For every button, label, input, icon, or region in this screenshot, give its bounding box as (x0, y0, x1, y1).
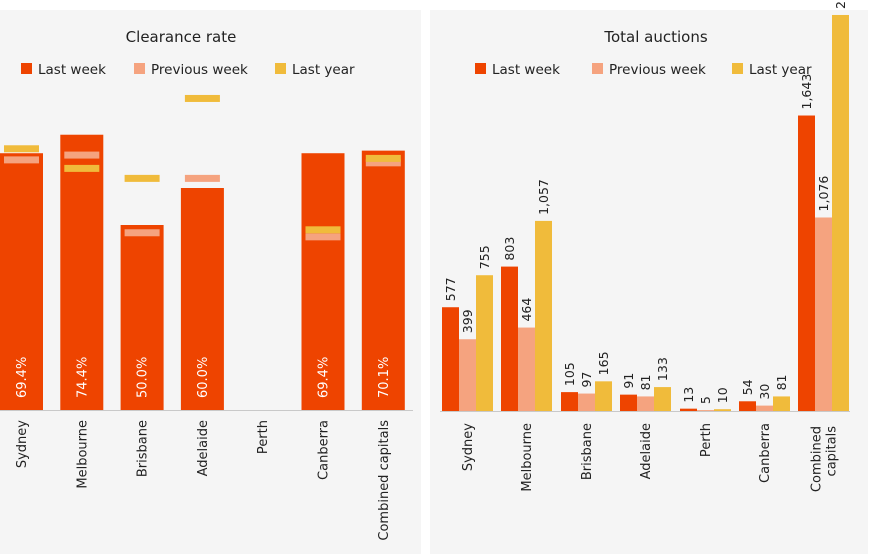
bar-last-week-canberra[interactable] (301, 153, 345, 410)
bar-last-week-sydney[interactable] (0, 153, 43, 410)
legend-swatch-previous_week (592, 63, 603, 74)
x-tick-label-adelaide: Adelaide (639, 423, 654, 479)
x-tick-label-brisbane: Brisbane (136, 420, 151, 477)
bar-last-year-sydney[interactable] (476, 275, 493, 411)
legend-swatch-last_year (732, 63, 743, 74)
x-tick-label-adelaide: Adelaide (196, 420, 211, 476)
legend-label-previous_week: Previous week (609, 62, 706, 78)
data-label-previous-week-adelaide: 81 (638, 375, 653, 391)
marker-previous-week-adelaide[interactable] (184, 174, 220, 182)
data-label-last-year-brisbane: 165 (596, 351, 611, 375)
marker-previous-week-brisbane[interactable] (124, 229, 160, 237)
data-label-last-year-combined-capitals: 2,202 (833, 0, 848, 9)
data-label-last-week-canberra: 69.4% (317, 357, 332, 398)
bar-last-year-combined-capitals[interactable] (832, 14, 849, 412)
bar-last-week-sydney[interactable] (442, 307, 459, 411)
legend-label-last_year: Last year (292, 62, 355, 78)
bar-previous-week-sydney[interactable] (459, 339, 476, 411)
x-tick-label-capitals: capitals (825, 426, 840, 477)
legend-swatch-last_week (21, 63, 32, 74)
legend-swatch-last_week (475, 63, 486, 74)
data-label-last-week-brisbane: 105 (562, 362, 577, 386)
legend-label-last_week: Last week (38, 62, 106, 78)
bar-last-year-brisbane[interactable] (595, 381, 612, 411)
bar-last-week-melbourne[interactable] (60, 134, 104, 410)
x-tick-label-canberra: Canberra (758, 423, 773, 483)
bar-last-week-canberra[interactable] (739, 401, 756, 411)
marker-last-year-canberra[interactable] (305, 226, 341, 234)
chart-title: Total auctions (603, 28, 707, 46)
data-label-last-week-adelaide: 60.0% (196, 357, 211, 398)
bar-last-week-adelaide[interactable] (180, 188, 224, 410)
data-label-last-year-perth: 10 (715, 387, 730, 403)
data-label-previous-week-perth: 5 (698, 396, 713, 404)
data-label-last-year-canberra: 81 (774, 375, 789, 391)
bar-last-week-combined-capitals[interactable] (361, 150, 405, 410)
x-tick-label-sydney: Sydney (15, 420, 30, 468)
bar-previous-week-adelaide[interactable] (637, 396, 654, 411)
marker-previous-week-combined-capitals[interactable] (365, 159, 401, 167)
data-label-previous-week-sydney: 399 (460, 309, 475, 333)
bar-last-year-adelaide[interactable] (654, 387, 671, 411)
legend-swatch-previous_week (134, 63, 145, 74)
marker-previous-week-canberra[interactable] (305, 233, 341, 241)
x-tick-label-perth: Perth (256, 420, 271, 454)
data-label-last-week-melbourne: 74.4% (75, 357, 90, 398)
bar-previous-week-melbourne[interactable] (518, 327, 535, 411)
marker-last-year-adelaide[interactable] (184, 94, 220, 102)
data-label-last-week-brisbane: 50.0% (136, 357, 151, 398)
marker-last-year-melbourne[interactable] (64, 164, 100, 172)
data-label-last-week-perth: 13 (681, 387, 696, 403)
x-tick-label-melbourne: Melbourne (520, 423, 535, 492)
bar-last-week-combined-capitals[interactable] (798, 115, 815, 412)
legend-label-previous_week: Previous week (151, 62, 248, 78)
bar-last-week-melbourne[interactable] (501, 266, 518, 411)
marker-last-year-combined-capitals[interactable] (365, 154, 401, 162)
bar-previous-week-combined-capitals[interactable] (815, 217, 832, 411)
chart-title: Clearance rate (126, 28, 237, 46)
data-label-previous-week-combined-capitals: 1,076 (816, 176, 831, 212)
x-tick-label-perth: Perth (699, 423, 714, 457)
legend-label-last_year: Last year (749, 62, 812, 78)
bar-last-week-brisbane[interactable] (561, 392, 578, 411)
marker-last-year-brisbane[interactable] (124, 174, 160, 182)
data-label-previous-week-brisbane: 97 (579, 372, 594, 388)
bar-last-week-brisbane[interactable] (120, 225, 164, 410)
bar-last-week-perth[interactable] (680, 408, 697, 411)
bar-last-year-canberra[interactable] (773, 396, 790, 411)
data-label-last-year-melbourne: 1,057 (536, 179, 551, 215)
legend-swatch-last_year (275, 63, 286, 74)
bar-previous-week-perth[interactable] (697, 410, 714, 411)
marker-previous-week-sydney[interactable] (4, 156, 39, 164)
data-label-previous-week-melbourne: 464 (519, 298, 534, 322)
data-label-last-week-melbourne: 803 (502, 237, 517, 261)
data-label-last-year-adelaide: 133 (655, 357, 670, 381)
x-tick-label-sydney: Sydney (461, 423, 476, 471)
data-label-last-week-canberra: 54 (740, 379, 755, 395)
data-label-last-week-combined-capitals: 1,643 (799, 74, 814, 110)
data-label-last-year-sydney: 755 (477, 245, 492, 269)
data-label-last-week-combined-capitals: 70.1% (377, 357, 392, 398)
x-tick-label-melbourne: Melbourne (75, 420, 90, 489)
bar-previous-week-canberra[interactable] (756, 405, 773, 411)
bar-previous-week-brisbane[interactable] (578, 393, 595, 411)
data-label-last-week-sydney: 577 (443, 277, 458, 301)
bar-last-year-perth[interactable] (714, 409, 731, 411)
legend-label-last_week: Last week (492, 62, 560, 78)
marker-last-year-sydney[interactable] (4, 145, 39, 153)
x-tick-label-canberra: Canberra (317, 420, 332, 480)
marker-previous-week-melbourne[interactable] (64, 151, 100, 159)
x-tick-label-combined: Combined (810, 426, 825, 492)
bar-last-week-adelaide[interactable] (620, 394, 637, 411)
data-label-previous-week-canberra: 30 (757, 384, 772, 400)
data-label-last-week-sydney: 69.4% (15, 357, 30, 398)
bar-last-year-melbourne[interactable] (535, 220, 552, 411)
x-tick-label-combined-capitals: Combined capitals (377, 420, 392, 541)
data-label-last-week-adelaide: 91 (621, 373, 636, 389)
x-tick-label-brisbane: Brisbane (580, 423, 595, 480)
